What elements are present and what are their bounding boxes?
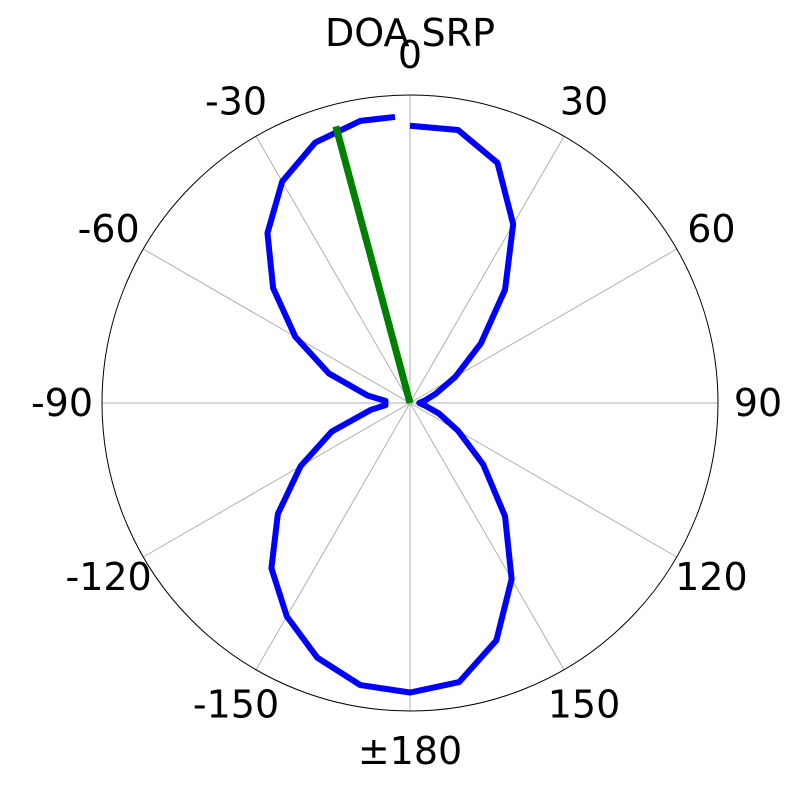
grid-spoke [255,402,411,670]
angle-tick-label: -60 [78,207,140,251]
doa-estimate-line [332,125,414,404]
tick-labels: 0 30 60 90 120 150 ±180 -150 -120 -90 -60 -30 [31,33,782,773]
angle-tick-label: 120 [675,555,748,599]
angle-tick-label: 0 [398,33,422,77]
angle-tick-label: 150 [548,682,621,726]
angle-tick-label: ±180 [358,729,462,773]
grid-spoke [143,248,411,404]
angle-tick-label: 60 [687,207,735,251]
chart-title: DOA SRP [325,11,495,55]
srp-response-line [264,113,517,696]
outer-circle [101,94,719,712]
angle-tick-label: -30 [205,80,267,124]
angle-tick-label: -120 [65,555,151,599]
grid-spoke [409,402,565,670]
angle-tick-label: -150 [193,682,279,726]
angle-tick-label: 90 [734,381,782,425]
grid-spoke [143,402,411,558]
grid-spoke [409,136,565,404]
grid-spoke [255,136,411,404]
angle-tick-label: 30 [560,80,608,124]
series-layer [264,113,517,696]
angle-tick-label: -90 [31,381,93,425]
